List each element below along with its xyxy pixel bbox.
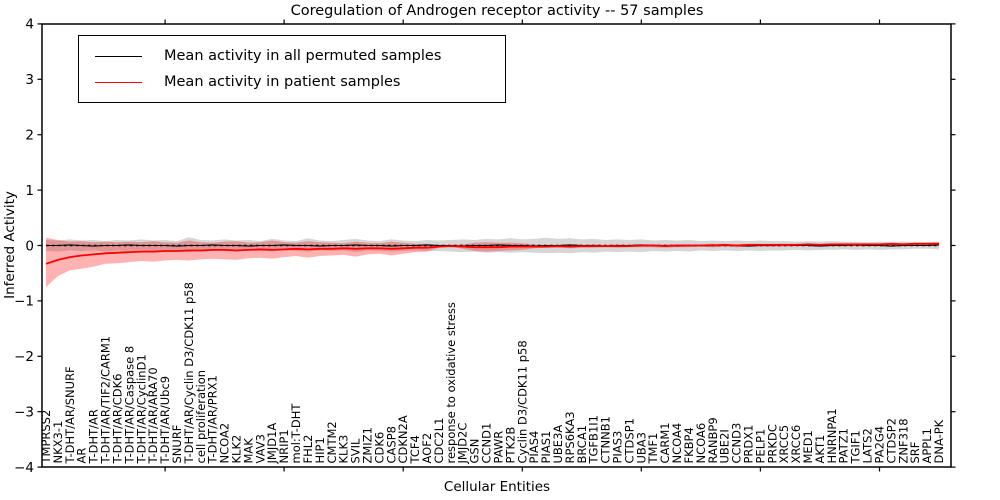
x-category-label: T-DHT/AR/PRX1 bbox=[206, 375, 220, 464]
y-tick-label: −3 bbox=[14, 405, 34, 421]
x-category-label: NCOA4 bbox=[670, 423, 684, 464]
x-category-label: CDC2L1 bbox=[432, 418, 446, 464]
x-category-label: T-DHT/AR/CyclinD1 bbox=[134, 354, 148, 464]
legend: Mean activity in all permuted samples Me… bbox=[78, 35, 506, 103]
x-category-label: FKBP4 bbox=[682, 427, 696, 463]
x-category-label: PATZ1 bbox=[837, 428, 851, 463]
y-axis-title: Inferred Activity bbox=[2, 191, 18, 299]
patient-mean-line bbox=[45, 242, 939, 265]
x-category-label: XRCC6 bbox=[789, 425, 803, 464]
x-category-label: CMTM2 bbox=[325, 421, 339, 463]
x-category-label: MAK bbox=[241, 438, 255, 464]
x-category-label: CCND1 bbox=[480, 423, 494, 464]
legend-item-permuted: Mean activity in all permuted samples bbox=[95, 43, 499, 69]
x-category-label: AKT1 bbox=[813, 435, 827, 464]
x-category-label: PTK2B bbox=[503, 427, 517, 464]
x-category-label: TMPRSS2 bbox=[39, 410, 53, 465]
x-category-label: CTDSP2 bbox=[884, 418, 898, 463]
x-category-label: LATS2 bbox=[861, 428, 875, 463]
x-category-label: PA2G4 bbox=[873, 426, 887, 464]
x-category-label: CDK6 bbox=[372, 432, 386, 464]
x-category-label: UBA3 bbox=[634, 432, 648, 464]
x-category-label: mol:T-DHT bbox=[289, 403, 303, 464]
x-category-label: AOF2 bbox=[420, 433, 434, 464]
x-category-label: PIAS4 bbox=[527, 431, 541, 464]
x-category-label: PAWR bbox=[492, 431, 506, 464]
x-category-label: TCF4 bbox=[408, 435, 422, 464]
y-tick-label: 0 bbox=[25, 238, 34, 254]
x-category-label: T-DHT/AR/Caspase 8 bbox=[122, 346, 136, 465]
legend-item-patient: Mean activity in patient samples bbox=[95, 69, 499, 95]
x-category-label: CDKN2A bbox=[396, 415, 410, 463]
y-tick-label: 2 bbox=[25, 128, 34, 144]
x-category-label: CTNNB1 bbox=[599, 416, 613, 463]
y-tick-label: 4 bbox=[25, 17, 34, 33]
x-category-label: NCOA6 bbox=[694, 423, 708, 464]
x-axis-title: Cellular Entities bbox=[443, 479, 551, 495]
x-category-label: ZMIZ1 bbox=[361, 427, 375, 463]
x-category-label: cell proliferation bbox=[194, 370, 208, 464]
x-category-label: FHL2 bbox=[301, 435, 315, 464]
y-tick-label: 3 bbox=[25, 72, 34, 88]
x-category-label: T-DHT/AR/CDK6 bbox=[110, 374, 124, 465]
x-category-label: CARM1 bbox=[658, 422, 672, 463]
x-category-label: MED1 bbox=[801, 430, 815, 463]
x-category-label: BRCA1 bbox=[575, 425, 589, 464]
x-category-label: T-DHT/AR/ARA70 bbox=[146, 367, 160, 464]
x-category-label: NCOA2 bbox=[218, 423, 232, 464]
y-tick-label: −4 bbox=[14, 460, 34, 476]
x-category-label: CTDSP1 bbox=[622, 418, 636, 463]
x-category-label: RPS6KA3 bbox=[563, 411, 577, 463]
x-category-label: TGIF1 bbox=[849, 430, 863, 464]
x-category-label: CCND3 bbox=[730, 423, 744, 464]
x-category-label: KLK3 bbox=[337, 435, 351, 464]
patient-line-sample bbox=[95, 81, 142, 83]
x-category-label: TGFB1I1 bbox=[587, 415, 601, 464]
y-tick-label: −1 bbox=[14, 294, 34, 310]
x-category-label: CASP8 bbox=[384, 426, 398, 463]
x-category-label: Cyclin D3/CDK11 p58 bbox=[515, 340, 529, 463]
x-category-label: PIAS1 bbox=[539, 431, 553, 464]
x-category-label: VAV3 bbox=[253, 434, 267, 463]
x-category-label: UBE2I bbox=[718, 429, 732, 463]
x-category-label: PELP1 bbox=[753, 429, 767, 464]
permuted-line-sample bbox=[95, 55, 142, 57]
legend-label-permuted: Mean activity in all permuted samples bbox=[164, 48, 442, 64]
x-category-label: SRF bbox=[908, 442, 922, 464]
x-category-label: GSN bbox=[468, 439, 482, 464]
x-category-label: UBE3A bbox=[551, 425, 565, 464]
x-category-label: JMJD1A bbox=[265, 423, 279, 465]
x-category-label: PRDX1 bbox=[742, 425, 756, 464]
x-category-label: TMF1 bbox=[646, 433, 660, 465]
x-category-label: PRKDC bbox=[765, 424, 779, 463]
x-category-label: T-DHT/AR/Ubc9 bbox=[158, 376, 172, 465]
x-category-label: SVIL bbox=[349, 438, 363, 464]
x-category-label: KLK2 bbox=[230, 435, 244, 464]
y-tick-label: −2 bbox=[14, 349, 34, 365]
x-category-label: NRIP1 bbox=[277, 429, 291, 463]
x-category-label: SNURF bbox=[170, 425, 184, 464]
legend-label-patient: Mean activity in patient samples bbox=[164, 74, 401, 90]
x-category-label: PIAS3 bbox=[611, 431, 625, 464]
x-category-label: HNRNPA1 bbox=[825, 408, 839, 463]
x-category-label: XRCC5 bbox=[777, 425, 791, 464]
y-tick-label: 1 bbox=[25, 183, 34, 199]
x-category-label: T-DHT/AR/Cyclin D3/CDK11 p58 bbox=[182, 282, 196, 464]
x-category-label: RANBP9 bbox=[706, 417, 720, 463]
x-category-label: T-DHT/AR/TIF2/CARM1 bbox=[99, 336, 113, 465]
x-category-label: AR bbox=[75, 448, 89, 464]
chart-title: Coregulation of Androgen receptor activi… bbox=[290, 3, 704, 19]
x-category-label: T-DHT/AR bbox=[87, 409, 101, 464]
x-category-label: DNA-PK bbox=[932, 419, 946, 463]
x-category-label: HIP1 bbox=[313, 437, 327, 463]
x-category-label: ZNF318 bbox=[896, 418, 910, 463]
x-category-label: APPL1 bbox=[920, 428, 934, 463]
x-category-label: NKX3-1 bbox=[51, 421, 65, 464]
x-category-label: JMJD2C bbox=[456, 423, 470, 465]
x-category-label: response to oxidative stress bbox=[444, 302, 458, 463]
x-category-label: T-DHT/AR/SNURF bbox=[63, 366, 77, 464]
